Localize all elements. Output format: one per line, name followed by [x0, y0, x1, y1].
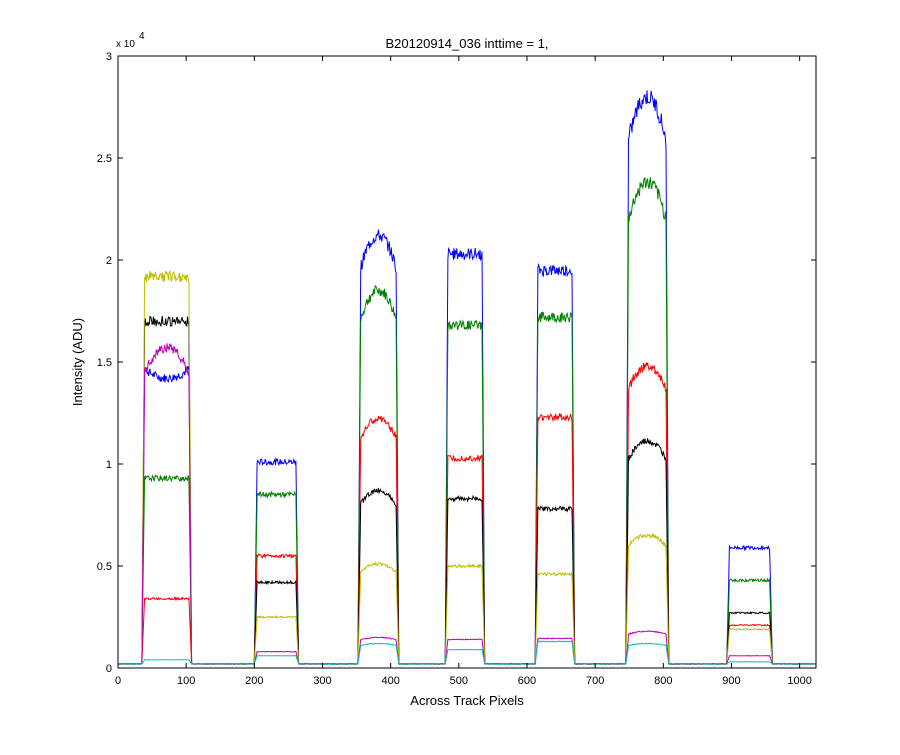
y-tick-label: 1 [106, 459, 112, 471]
y-tick-label: 1.5 [97, 357, 112, 369]
x-axis-label: Across Track Pixels [410, 693, 524, 708]
x-tick-label: 400 [381, 675, 399, 687]
y-tick-label: 0 [106, 663, 112, 675]
plot-frame [117, 55, 817, 669]
x-tick-label: 0 [115, 675, 121, 687]
series-layer [117, 90, 816, 665]
y-exponent-power: 4 [139, 31, 145, 42]
y-axis-label: Intensity (ADU) [70, 318, 85, 406]
x-tick-label: 700 [586, 675, 604, 687]
x-tick-label: 500 [450, 675, 468, 687]
x-tick-label: 900 [722, 675, 740, 687]
ticks-layer: 0 100 200 300 400 500 600 700 800 900 1000 0 0.5 1 1.5… [97, 51, 816, 687]
x-tick-label: 200 [245, 675, 263, 687]
x-tick-label: 600 [518, 675, 536, 687]
y-exponent-label: x 10 [116, 39, 135, 50]
x-tick-label: 100 [177, 675, 195, 687]
y-tick-label: 2 [106, 255, 112, 267]
x-tick-label: 300 [313, 675, 331, 687]
y-tick-label: 3 [106, 51, 112, 63]
y-tick-label: 2.5 [97, 153, 112, 165]
x-tick-label: 800 [654, 675, 672, 687]
x-tick-label: 1000 [787, 675, 811, 687]
series-line-7 [117, 640, 816, 665]
y-tick-label: 0.5 [97, 561, 112, 573]
chart-title: B20120914_036 inttime = 1, [386, 36, 549, 51]
